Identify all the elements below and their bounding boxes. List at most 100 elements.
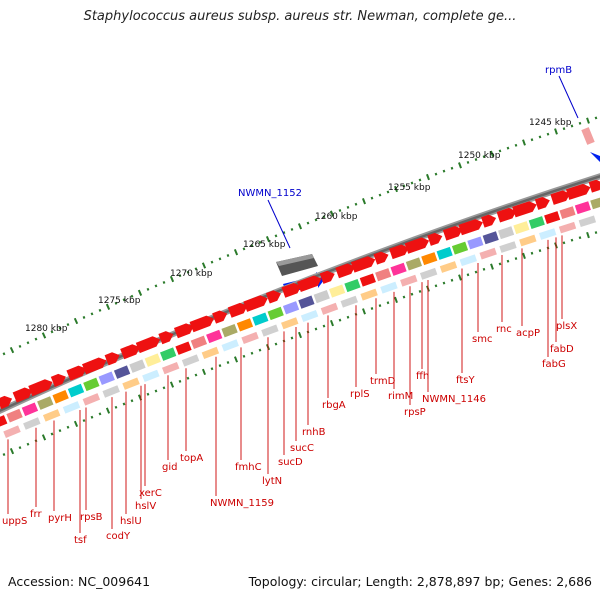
gene-block[interactable] [451, 241, 469, 255]
gene-subblock[interactable] [102, 385, 120, 398]
gene-subblock[interactable] [122, 377, 140, 390]
gene-block[interactable] [559, 206, 576, 220]
gene-block[interactable] [6, 408, 23, 423]
gene-label-fabD[interactable]: fabD [550, 344, 574, 355]
gene-block[interactable] [329, 284, 346, 298]
gene-subblock[interactable] [161, 362, 180, 375]
gene-block[interactable] [113, 365, 131, 379]
gene-label-hslV[interactable]: hslV [135, 501, 156, 512]
gene-block[interactable] [67, 383, 85, 398]
gene-subblock[interactable] [261, 324, 279, 337]
gene-arrow[interactable] [534, 195, 552, 210]
gene-label-pyrH[interactable]: pyrH [48, 513, 72, 524]
gene-arrow[interactable] [12, 385, 35, 403]
gene-arrow[interactable] [297, 273, 323, 293]
gene-subblock[interactable] [499, 241, 517, 253]
gene-block[interactable] [175, 341, 192, 355]
gene-block[interactable] [344, 278, 361, 293]
gene-arrow[interactable] [158, 329, 175, 345]
gene-block[interactable] [190, 335, 208, 350]
gene-block[interactable] [236, 318, 254, 332]
gene-arrow[interactable] [120, 342, 142, 360]
gene-arrow[interactable] [319, 269, 337, 284]
gene-block[interactable] [482, 231, 499, 245]
gene-label-acpP[interactable]: acpP [516, 328, 540, 339]
NWMN_1152-gray-block[interactable] [276, 254, 318, 276]
gene-subblock[interactable] [281, 317, 299, 330]
gene-arrow[interactable] [82, 355, 108, 375]
gene-block[interactable] [129, 359, 146, 373]
gene-block[interactable] [298, 295, 315, 309]
gene-block[interactable] [359, 273, 376, 287]
gene-block[interactable] [206, 329, 223, 344]
gene-arrow[interactable] [373, 250, 390, 265]
gene-arrow[interactable] [335, 261, 357, 279]
NWMN_1152-label[interactable]: NWMN_1152 [238, 188, 302, 199]
gene-block[interactable] [21, 402, 39, 417]
gene-label-trmD[interactable]: trmD [370, 376, 396, 387]
gene-arrow[interactable] [565, 182, 592, 200]
gene-block[interactable] [405, 257, 423, 271]
gene-block[interactable] [436, 246, 453, 260]
gene-arrow[interactable] [427, 231, 444, 246]
gene-arrow[interactable] [512, 199, 538, 218]
gene-label-ffh[interactable]: ffh [416, 371, 429, 382]
gene-subblock[interactable] [300, 309, 319, 323]
gene-block[interactable] [590, 196, 600, 210]
gene-arrow[interactable] [66, 363, 88, 381]
gene-label-rpsP[interactable]: rpsP [404, 407, 426, 418]
gene-block[interactable] [313, 289, 330, 304]
gene-block[interactable] [375, 268, 392, 282]
gene-arrow[interactable] [265, 288, 283, 304]
gene-label-fmhC[interactable]: fmhC [235, 462, 262, 473]
gene-subblock[interactable] [439, 261, 458, 273]
gene-block[interactable] [252, 312, 269, 326]
gene-subblock[interactable] [181, 354, 200, 367]
gene-block[interactable] [83, 377, 100, 392]
gene-arrow[interactable] [135, 334, 162, 354]
gene-subblock[interactable] [241, 331, 259, 345]
gene-label-plsX[interactable]: plsX [556, 321, 577, 332]
gene-arrow[interactable] [50, 372, 68, 388]
gene-arrow[interactable] [442, 224, 465, 241]
gene-label-rimM[interactable]: rimM [388, 391, 413, 402]
gene-arrow[interactable] [212, 308, 229, 324]
gene-label-smc[interactable]: smc [472, 334, 492, 345]
gene-label-uppS[interactable]: uppS [2, 516, 27, 527]
gene-label-tsf[interactable]: tsf [74, 535, 87, 546]
gene-arrow[interactable] [458, 217, 484, 236]
gene-block[interactable] [421, 252, 438, 266]
gene-label-lytN[interactable]: lytN [262, 476, 282, 487]
gene-arrow[interactable] [243, 293, 269, 312]
gene-label-NWMN_1146[interactable]: NWMN_1146 [422, 394, 486, 405]
gene-subblock[interactable] [380, 281, 398, 294]
gene-block[interactable] [498, 226, 515, 240]
gene-label-sucD[interactable]: sucD [278, 457, 303, 468]
gene-label-sucC[interactable]: sucC [290, 443, 314, 454]
gene-block[interactable] [544, 211, 561, 225]
gene-block[interactable] [390, 262, 407, 276]
gene-subblock[interactable] [459, 254, 478, 267]
gene-label-ftsY[interactable]: ftsY [456, 375, 475, 386]
gene-block[interactable] [513, 221, 530, 235]
gene-subblock[interactable] [142, 369, 160, 383]
gene-subblock[interactable] [3, 425, 21, 438]
gene-subblock[interactable] [578, 215, 597, 228]
gene-subblock[interactable] [82, 393, 101, 406]
gene-arrow[interactable] [550, 189, 571, 205]
gene-label-frr[interactable]: frr [30, 509, 42, 520]
gene-subblock[interactable] [519, 234, 537, 247]
gene-subblock[interactable] [201, 346, 220, 360]
gene-block[interactable] [0, 415, 8, 429]
gene-subblock[interactable] [360, 288, 378, 301]
gene-block[interactable] [144, 353, 161, 367]
gene-block[interactable] [221, 323, 238, 338]
rpmB-label[interactable]: rpmB [545, 65, 572, 76]
gene-subblock[interactable] [320, 302, 339, 315]
gene-subblock[interactable] [42, 409, 61, 422]
gene-arrow[interactable] [281, 281, 304, 298]
gene-subblock[interactable] [340, 295, 358, 308]
gene-label-codY[interactable]: codY [106, 531, 131, 542]
gene-subblock[interactable] [62, 401, 81, 414]
gene-arrow[interactable] [0, 394, 14, 410]
